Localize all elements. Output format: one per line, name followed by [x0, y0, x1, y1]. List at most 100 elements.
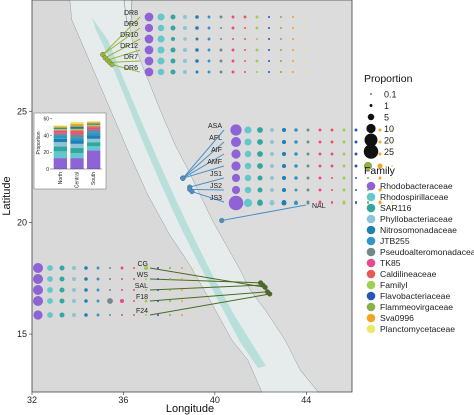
bubble-f24-flammeovirgaceae [168, 313, 172, 317]
bubble-js2-phyllobacteriaceae [269, 187, 275, 193]
bubble-afl-jtb255 [294, 140, 298, 144]
inset-bar-central-flammeovirgaceae [70, 125, 84, 128]
bubble-f18-nitrosomonadaceae [84, 299, 88, 303]
bubble-amf-nitrosomonadaceae [281, 163, 287, 169]
bubble-aif-sva0996 [378, 152, 382, 156]
site-label-nal: NAL [312, 203, 326, 210]
inset-bar-central-phyllobacteriaceae [70, 143, 84, 149]
bubble-js1-tk85 [318, 176, 322, 180]
bubble-cg-flavobacteriaceae [156, 266, 160, 270]
bubble-dr8-rhodobacteraceae [144, 12, 154, 22]
bubble-dr6-rhodobacteraceae [144, 67, 154, 77]
inset-bar-central-nitrosomonadaceae [70, 140, 84, 144]
bubble-js2-tk85 [318, 188, 322, 192]
bubble-dr8-nitrosomonadaceae [195, 15, 199, 19]
bubble-ws-flavobacteriaceae [156, 277, 160, 281]
bubble-afl-pseudoalteromonadaceae [306, 140, 310, 144]
bubble-amf-sar116 [257, 163, 263, 169]
bubble-js1-flavobacteriaceae [354, 176, 358, 180]
family-legend-key-flammeovirgaceae [366, 302, 376, 312]
inset-bar-north-flammeovirgaceae [53, 127, 67, 128]
bubble-dr7-familyi [255, 59, 259, 63]
bubble-f18-phyllobacteriaceae [71, 298, 77, 304]
bubble-dr8-pseudoalteromonadaceae [219, 15, 223, 19]
bubble-sal-tk85 [120, 288, 124, 292]
inset-bar-south-rhodobacteraceae [87, 150, 101, 169]
bubble-ws-caldilineaceae [132, 277, 136, 281]
inset-bar-central-jtb255 [70, 137, 84, 141]
connector-line-dr10 [104, 38, 141, 59]
map-frame [31, 0, 353, 393]
connector-line-dr9 [102, 27, 141, 55]
map-panel: DR8 DR9 DR10 DR12 DR7 DR6 ASA AFL AIF AMF JS1 JS2 JS… [31, 0, 394, 393]
family-legend-key-nitrosomonadaceae [366, 225, 376, 235]
bubble-afl-sva0996 [378, 140, 382, 144]
bubble-amf-planctomycetaceae [390, 164, 394, 168]
family-legend-entries: RhodobacteraceaeRhodospirillaceaeSAR116P… [366, 181, 474, 334]
bubble-sal-rhodobacteraceae [32, 284, 44, 296]
bubble-sal-caldilineaceae [132, 288, 136, 292]
bubble-dr12-flavobacteriaceae [267, 48, 271, 52]
bubble-asa-planctomycetaceae [390, 128, 394, 132]
site-label-dr6: DR6 [124, 65, 138, 72]
inset-bar-central-planctomycetaceae [70, 122, 84, 124]
bubble-dr10-planctomycetaceae [304, 38, 306, 40]
connector-line-afl [182, 141, 225, 179]
inset-bar-chart: 0 20 40 60 Proportion North Central South [33, 112, 107, 190]
site-markers [100, 52, 273, 297]
bubble-ws-nitrosomonadaceae [84, 277, 88, 281]
inset-bar-south-caldilineaceae [87, 126, 101, 128]
bubble-amf-pseudoalteromonadaceae [306, 164, 310, 168]
connector-line-dr7 [109, 60, 141, 63]
bubble-sal-flammeovirgaceae [168, 288, 172, 292]
family-legend-label-phyllobacteriaceae: Phyllobacteriaceae [380, 214, 453, 224]
bubble-dr10-rhodospirillaceae [157, 35, 165, 43]
bubble-amf-flammeovirgaceae [363, 161, 373, 171]
bubble-dr10-nitrosomonadaceae [195, 37, 199, 41]
bubble-js1-phyllobacteriaceae [269, 175, 275, 181]
family-legend-label-nitrosomonadaceae: Nitrosomonadaceae [380, 225, 457, 235]
inset-bar-north-sva0996 [53, 126, 67, 128]
bubble-amf-familyi [342, 164, 346, 168]
family-legend-label-caldilineaceae: Caldilineaceae [380, 269, 437, 279]
inset-x-tick-label-south: South [91, 172, 97, 185]
site-label-dr7: DR7 [124, 54, 138, 61]
bubble-nal-jtb255 [293, 200, 299, 206]
inset-bar-south-nitrosomonadaceae [87, 135, 101, 139]
site-label-aif: AIF [211, 147, 222, 154]
red-sea [70, 0, 318, 392]
connector-line-dr6 [111, 64, 141, 73]
bubble-dr12-rhodobacteraceae [144, 45, 154, 55]
family-legend-key-familyi [366, 280, 376, 290]
bubble-dr9-flammeovirgaceae [279, 26, 283, 30]
family-legend-key-caldilineaceae [366, 269, 376, 279]
bubble-dr8-sar116 [170, 14, 176, 20]
gulf-of-aqaba [123, 0, 133, 25]
site-label-f24: F24 [136, 308, 148, 315]
site-label-js3: JS3 [210, 195, 222, 202]
bubble-cg-tk85 [120, 266, 124, 270]
bubble-dr6-familyi [255, 70, 259, 74]
site-marker-cg [262, 284, 268, 290]
family-legend-key-rhodobacteraceae [366, 181, 376, 191]
bubble-dr9-rhodobacteraceae [144, 23, 154, 33]
bubble-js2-nitrosomonadaceae [281, 187, 287, 193]
bubble-dr6-sva0996 [291, 70, 295, 74]
bubble-f18-tk85 [119, 298, 125, 304]
bubble-dr7-tk85 [231, 59, 235, 63]
family-legend-label-pseudoalteromonadaceae: Pseudoalteromonadaceae [380, 247, 474, 257]
bubble-dr7-jtb255 [207, 59, 211, 63]
size-legend-key-25 [363, 144, 379, 159]
bubble-asa-pseudoalteromonadaceae [306, 128, 310, 132]
bubble-js1-flammeovirgaceae [366, 176, 370, 180]
bubble-js1-rhodospirillaceae [244, 174, 252, 182]
site-marker-f24 [267, 291, 273, 297]
bubble-dr6-caldilineaceae [243, 70, 247, 74]
bubble-ws-sar116 [59, 276, 65, 282]
bubble-js2-sar116 [257, 187, 263, 193]
bubble-js1-familyi [342, 176, 346, 180]
bubble-dr10-flavobacteriaceae [267, 37, 271, 41]
bubble-js2-jtb255 [294, 188, 298, 192]
bubble-f18-rhodospirillaceae [47, 298, 53, 304]
